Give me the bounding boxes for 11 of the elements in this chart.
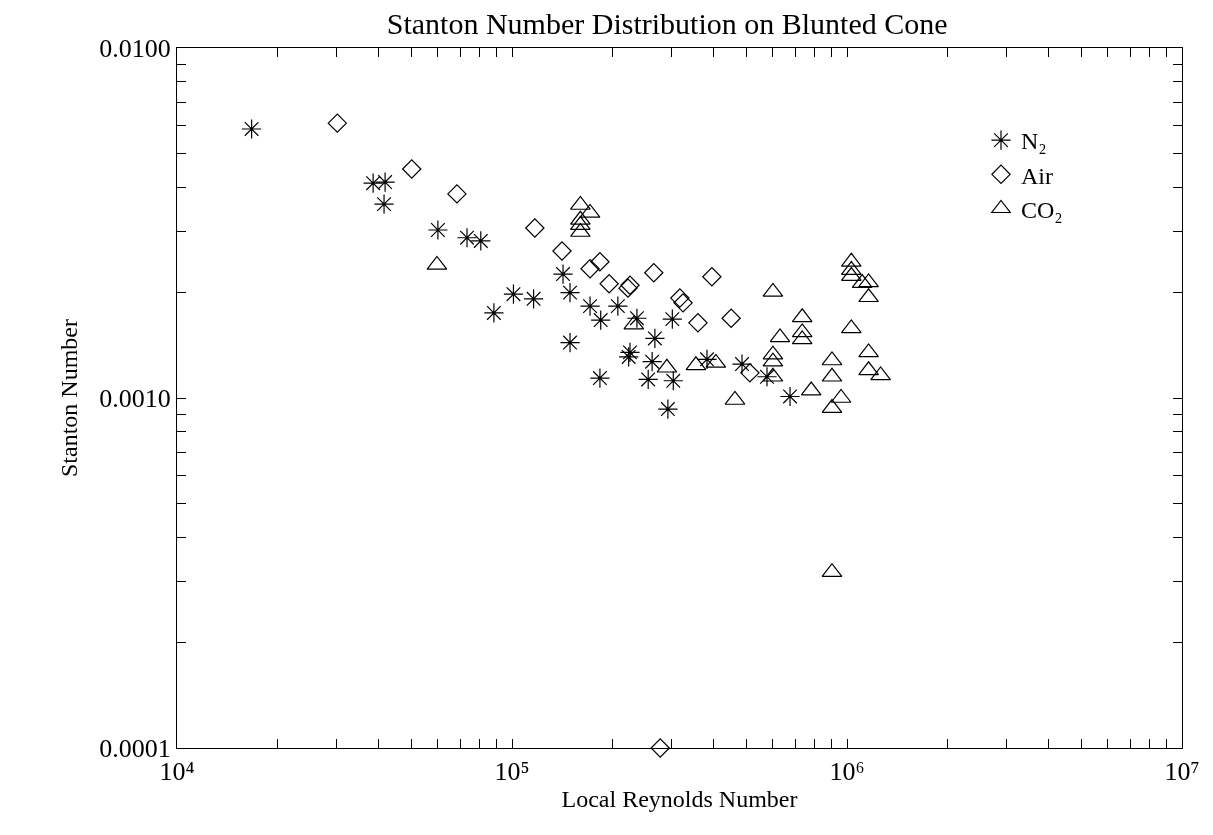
legend-label: N₂ [1021, 128, 1047, 155]
x-tick-label: 10⁶ [829, 757, 865, 787]
x-axis-title: Local Reynolds Number [561, 785, 798, 812]
x-tick-label: 10⁷ [1164, 757, 1200, 787]
y-axis-title: Stanton Number [56, 319, 83, 477]
legend-label: Air [1021, 162, 1053, 189]
legend-label: CO₂ [1021, 196, 1063, 223]
y-tick-label: 0.0100 [99, 34, 171, 64]
chart-title: Stanton Number Distribution on Blunted Cone [386, 6, 948, 40]
y-tick-label: 0.0010 [99, 384, 171, 414]
x-tick-label: 10⁵ [494, 757, 530, 787]
